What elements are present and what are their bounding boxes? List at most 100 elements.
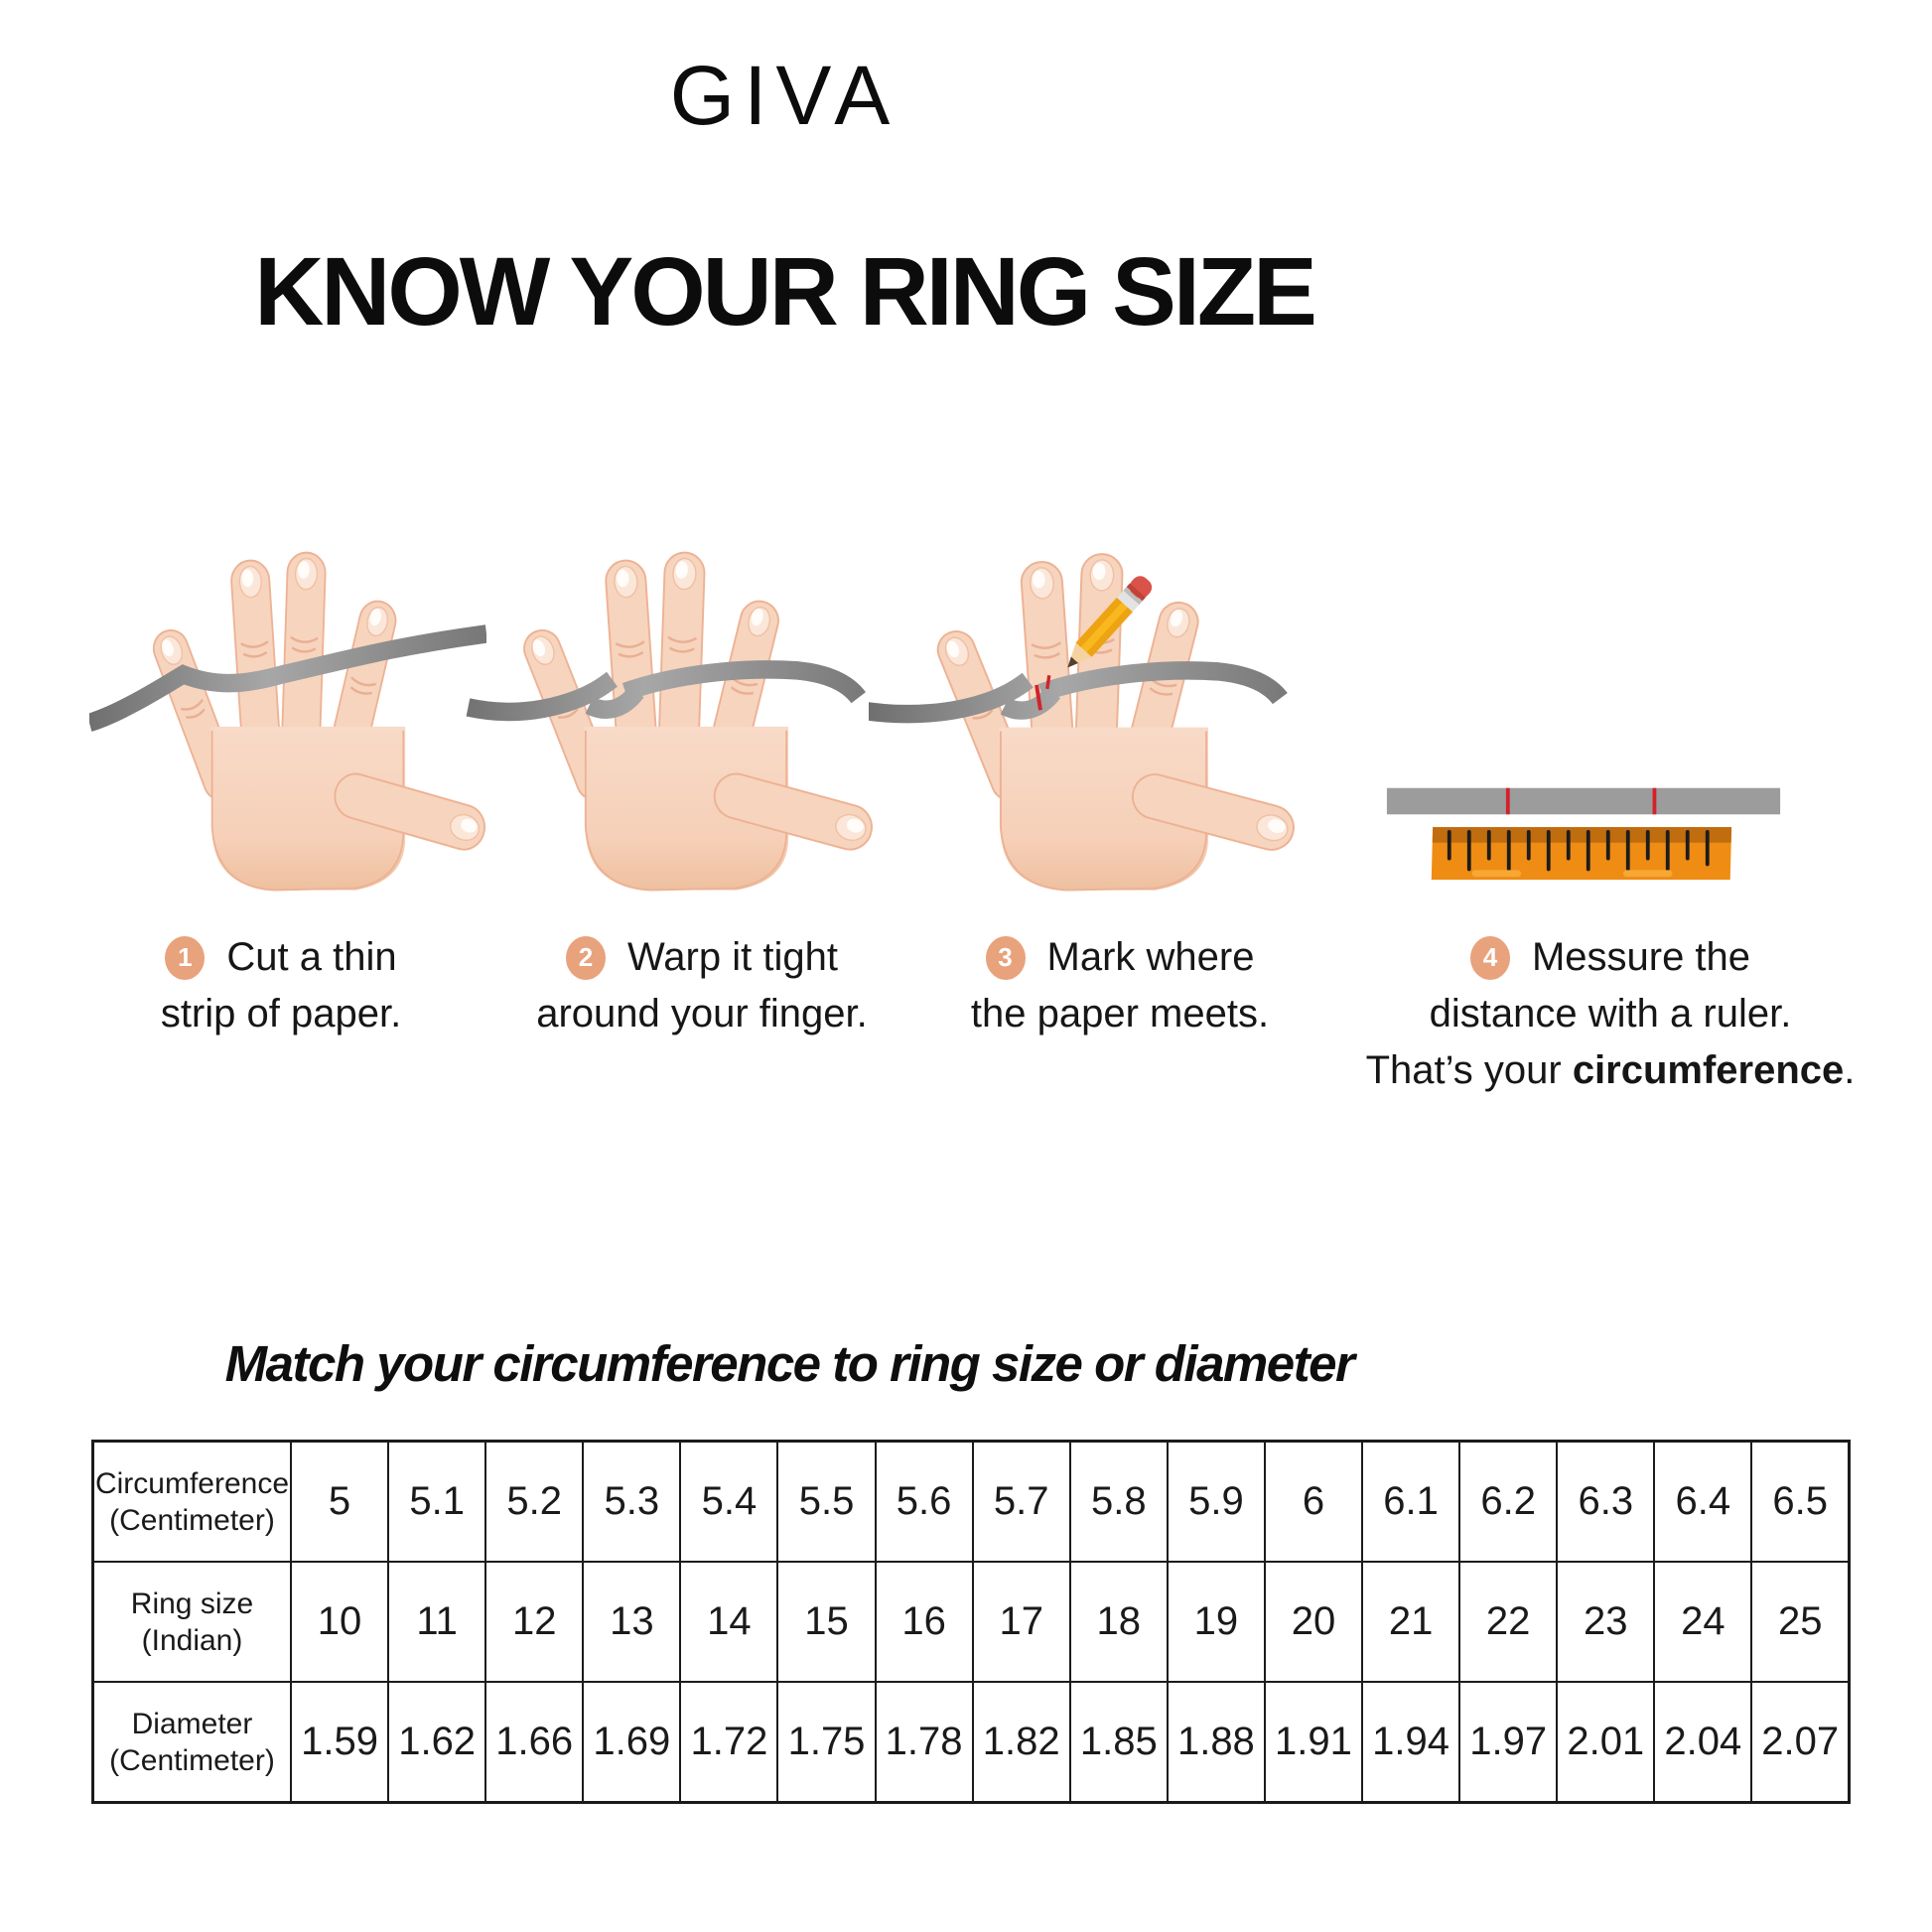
step-text-line: strip of paper. xyxy=(160,992,402,1035)
table-cell: 1.88 xyxy=(1166,1681,1266,1804)
subtitle-row: Match your circumference to ring size or… xyxy=(0,1334,1579,1393)
table-cell: 6 xyxy=(1263,1440,1364,1563)
table-cell: 1.69 xyxy=(582,1681,682,1804)
table-cell: 5 xyxy=(289,1440,390,1563)
table-cell: 2.07 xyxy=(1750,1681,1851,1804)
hand-step1-illustration xyxy=(89,550,486,892)
table-cell: 14 xyxy=(679,1561,779,1683)
step-number-badge: 4 xyxy=(1469,935,1510,980)
table-cell: 1.91 xyxy=(1263,1681,1364,1804)
hand-step2-illustration xyxy=(466,550,874,892)
table-cell: 1.94 xyxy=(1361,1681,1461,1804)
table-cell: 1.97 xyxy=(1458,1681,1559,1804)
page-title: KNOW YOUR RING SIZE xyxy=(254,237,1317,345)
paper-strip xyxy=(1386,787,1781,815)
red-mark xyxy=(1505,787,1510,815)
step-text-line: That’s your circumference. xyxy=(1365,1048,1856,1092)
table-cell: 20 xyxy=(1263,1561,1364,1683)
step-text-line: Warp it tight xyxy=(627,935,838,979)
step-text-line: around your finger. xyxy=(536,992,868,1035)
step-text-line: Messure the xyxy=(1531,935,1751,979)
table-cell: 1.62 xyxy=(387,1681,487,1804)
table-cell: 22 xyxy=(1458,1561,1559,1683)
step-text-line: the paper meets. xyxy=(970,992,1270,1035)
table-cell: 21 xyxy=(1361,1561,1461,1683)
table-cell: 5.6 xyxy=(874,1440,974,1563)
table-cell: 5.2 xyxy=(484,1440,585,1563)
table-cell: 5.1 xyxy=(387,1440,487,1563)
table-cell: 19 xyxy=(1166,1561,1266,1683)
hand-step3-illustration xyxy=(869,552,1296,892)
table-cell: 1.78 xyxy=(874,1681,974,1804)
size-table-body: Circumference (Centimeter) 5 5.1 5.2 5.3 5.4 5.… xyxy=(91,1440,1851,1804)
table-cell: 6.2 xyxy=(1458,1440,1559,1563)
table-title: Match your circumference to ring size or… xyxy=(224,1335,1355,1392)
table-row: Circumference (Centimeter) 5 5.1 5.2 5.3 5.4 5.… xyxy=(91,1440,1851,1563)
ruler-icon xyxy=(1431,827,1732,881)
step-number-badge: 2 xyxy=(566,935,607,980)
paper-strip-wrapped xyxy=(466,660,866,722)
red-mark xyxy=(1652,787,1657,815)
table-cell: 6.1 xyxy=(1361,1440,1461,1563)
table-row: Ring size (Indian) 10 11 12 13 14 15 16 17 18 19 20 2… xyxy=(91,1561,1851,1683)
table-cell: 6.5 xyxy=(1750,1440,1851,1563)
step-2: 2 Warp it tight around your finger. xyxy=(474,929,930,1042)
table-cell: 17 xyxy=(971,1561,1071,1683)
table-cell: 2.01 xyxy=(1556,1681,1656,1804)
title-row: KNOW YOUR RING SIZE xyxy=(0,236,1569,347)
row-label-line: Circumference xyxy=(94,1466,290,1500)
step-text-line: Cut a thin xyxy=(226,935,397,979)
table-cell: 1.72 xyxy=(679,1681,779,1804)
step-3: 3 Mark where the paper meets. xyxy=(921,929,1318,1042)
table-cell: 24 xyxy=(1653,1561,1753,1683)
table-cell: 25 xyxy=(1750,1561,1851,1683)
row-label-line: Diameter xyxy=(131,1707,253,1740)
row-label-line: Ring size xyxy=(130,1587,254,1620)
table-cell: 5.8 xyxy=(1068,1440,1169,1563)
table-cell: 1.59 xyxy=(289,1681,390,1804)
table-cell: 1.85 xyxy=(1068,1681,1169,1804)
table-cell: 1.75 xyxy=(776,1681,877,1804)
table-cell: 18 xyxy=(1068,1561,1169,1683)
paper-strip-wrapped xyxy=(869,661,1288,724)
row-label-line: (Centimeter) xyxy=(109,1743,275,1777)
step-1: 1 Cut a thin strip of paper. xyxy=(63,929,499,1042)
pencil-icon xyxy=(1067,576,1153,668)
table-cell: 15 xyxy=(776,1561,877,1683)
table-cell: 5.3 xyxy=(582,1440,682,1563)
table-cell: 16 xyxy=(874,1561,974,1683)
table-cell: 11 xyxy=(387,1561,487,1683)
table-cell: 5.9 xyxy=(1166,1440,1266,1563)
row-label: Circumference (Centimeter) xyxy=(91,1440,292,1563)
row-label-line: (Indian) xyxy=(141,1623,243,1657)
table-cell: 5.4 xyxy=(679,1440,779,1563)
table-cell: 6.3 xyxy=(1556,1440,1656,1563)
table-cell: 5.5 xyxy=(776,1440,877,1563)
row-label: Ring size (Indian) xyxy=(91,1561,292,1683)
step-text-line: Mark where xyxy=(1046,935,1255,979)
red-mark xyxy=(1035,684,1042,711)
step-number-badge: 3 xyxy=(985,935,1026,980)
size-table: Circumference (Centimeter) 5 5.1 5.2 5.3 5.4 5.… xyxy=(91,1440,1851,1804)
table-cell: 5.7 xyxy=(971,1440,1071,1563)
table-row: Diameter (Centimeter) 1.59 1.62 1.66 1.69 1.72… xyxy=(91,1681,1851,1804)
table-cell: 13 xyxy=(582,1561,682,1683)
table-cell: 23 xyxy=(1556,1561,1656,1683)
red-mark-dot xyxy=(1045,675,1051,690)
table-cell: 2.04 xyxy=(1653,1681,1753,1804)
step-text-line: distance with a ruler. xyxy=(1429,992,1792,1035)
brand-logo: GIVA xyxy=(669,49,899,142)
row-label: Diameter (Centimeter) xyxy=(91,1681,292,1804)
table-cell: 1.82 xyxy=(971,1681,1071,1804)
table-cell: 10 xyxy=(289,1561,390,1683)
ruler-illustration xyxy=(1386,787,1781,881)
table-cell: 12 xyxy=(484,1561,585,1683)
table-cell: 6.4 xyxy=(1653,1440,1753,1563)
step-4: 4 Messure the distance with a ruler. Tha… xyxy=(1352,929,1868,1099)
table-cell: 1.66 xyxy=(484,1681,585,1804)
brand-header: GIVA xyxy=(0,48,1569,144)
paper-strip xyxy=(89,624,486,732)
row-label-line: (Centimeter) xyxy=(109,1503,275,1537)
step-number-badge: 1 xyxy=(165,935,206,980)
